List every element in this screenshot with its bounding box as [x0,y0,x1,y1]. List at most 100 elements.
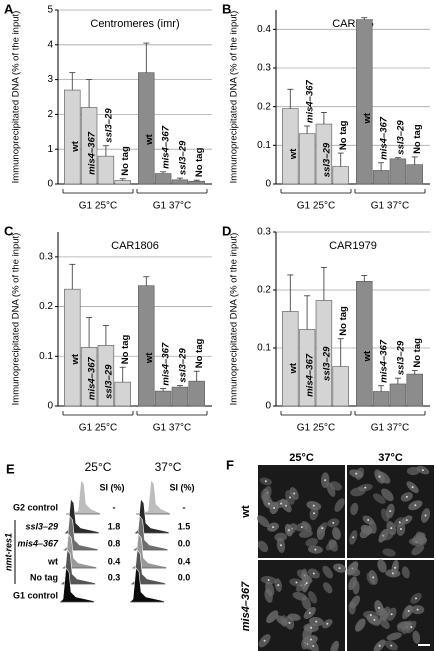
nucleus-dot [324,479,327,482]
row-label: ssl3–29 [25,521,58,531]
si-value: 0.4 [178,556,191,566]
bar [154,390,172,407]
si-value: - [183,502,186,512]
cell [382,548,396,557]
nucleus-dot [405,519,408,522]
bar [154,173,172,185]
nucleus-dot [272,526,275,529]
cell [406,466,420,476]
panel-label: D [222,223,231,238]
y-tick-label: 0 [47,179,53,190]
bar-label: No tag [412,338,423,368]
cell [411,544,425,556]
y-tick-label: 0.3 [39,251,53,262]
panel-label: F [226,457,234,472]
nucleus-dot [280,502,283,505]
nucleus-dot [407,609,410,612]
bar [356,19,373,185]
cell [325,540,337,551]
si-value: 0.0 [178,572,191,582]
bar-label: wt [70,353,81,365]
bar-label: ssl3–29 [177,348,188,383]
nucleus-dot [367,519,370,522]
nucleus-dot [378,644,381,647]
cell [329,481,342,491]
nucleus-dot [411,486,414,489]
group-label: G1 37°C [153,423,191,434]
nucleus-dot [372,576,375,579]
nucleus-dot [414,597,417,600]
nucleus-dot [313,512,316,515]
bar-label: ssl3–29 [103,108,114,143]
cell [265,581,275,597]
bar-label: wt [70,140,81,152]
nucleus-dot [373,618,376,621]
nucleus-dot [267,579,270,582]
cell [322,565,333,579]
y-axis-label: Immunoprecipitated DNA (% of the input) [11,233,22,406]
nucleus-dot [377,606,380,609]
y-axis-label: Immunoprecipitated DNA (% of the input) [229,11,240,184]
chart-title: CAR1806 [111,240,159,252]
row-label: G2 control [13,502,58,512]
bar [188,380,205,407]
y-axis-label: Immunoprecipitated DNA (% of the input) [229,233,240,406]
bar [332,166,349,185]
nucleus-dot [279,544,282,547]
bar [64,89,81,185]
bar [356,280,373,407]
y-tick-label: 0.2 [39,301,53,312]
bar [114,381,131,407]
cell [257,540,269,553]
bar-label: No tag [194,338,205,368]
bar-label: No tag [194,147,205,177]
nucleus-dot [264,480,267,483]
nucleus-dot [312,572,315,575]
cell [299,530,313,538]
y-tick-label: 0 [265,179,271,190]
bar [114,180,131,185]
bar-label: mis4–367 [379,339,390,383]
row-label: No tag [30,572,58,582]
bar-label: mis4–367 [87,356,98,400]
bar [138,285,155,407]
si-header: SI (%) [169,482,194,492]
nucleus-dot [390,527,393,530]
bar-label: ssl3–29 [103,364,114,399]
y-tick-label: 0.1 [39,351,53,362]
nucleus-dot [405,495,408,498]
column-label: 25°C [289,452,314,464]
y-tick-label: 0.1 [257,343,271,354]
y-tick-label: 0.2 [257,285,271,296]
nucleus-dot [326,622,329,625]
cell [308,591,318,604]
row-label: mis4–367 [240,581,252,631]
row-label: wt [47,556,58,566]
cell [386,632,402,641]
nucleus-dot [312,504,315,507]
histogram [132,515,168,551]
cell [305,538,318,547]
panel-label: E [6,461,15,476]
si-value: 1.5 [178,521,191,531]
bar-label: mis4–367 [87,131,98,175]
y-tick-label: 0.3 [257,227,271,238]
y-tick-label: 0 [265,401,271,412]
cell [260,488,270,502]
histogram [62,515,98,551]
y-axis-label: Immunoprecipitated DNA (% of the input) [11,11,22,184]
cell [382,531,394,541]
si-value: 0.3 [108,572,121,582]
bar-label: No tag [120,334,131,364]
nucleus-dot [399,528,402,531]
bar [282,311,299,407]
cell [349,595,361,609]
y-tick-label: 0.1 [257,140,271,151]
bar-label: mis4–367 [379,116,390,160]
nucleus-dot [378,475,381,478]
cell [350,487,366,497]
group-label: G1 37°C [371,201,409,212]
bar [282,108,299,185]
bar-label: mis4–367 [305,79,316,123]
